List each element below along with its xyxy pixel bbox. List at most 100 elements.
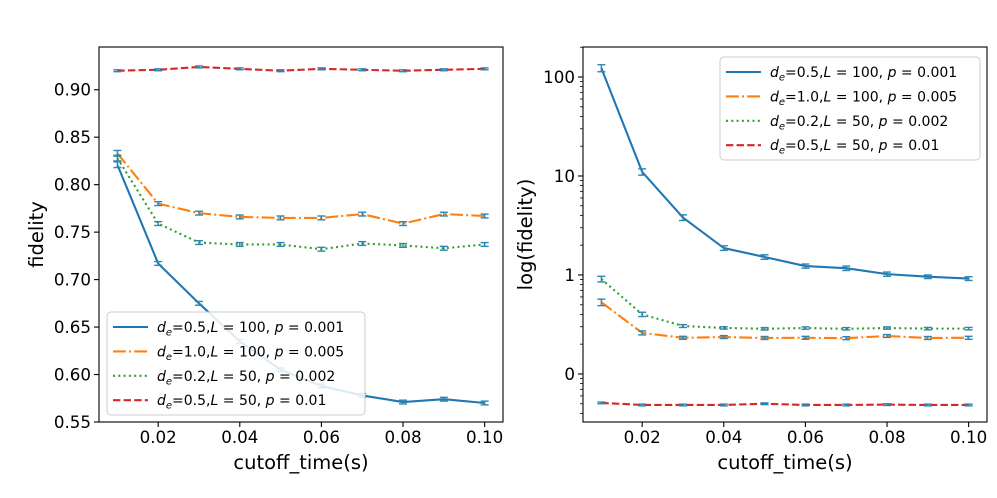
legend-label-part: = 0.005 <box>896 89 957 105</box>
x-tick-label: 0.10 <box>466 427 503 447</box>
error-bar <box>842 403 851 407</box>
legend-label-part: p <box>887 89 897 105</box>
error-bar <box>480 400 489 406</box>
error-bar <box>597 401 606 405</box>
x-tick-label: 0.08 <box>868 427 905 447</box>
series-line-3 <box>601 401 969 407</box>
x-tick-label: 0.08 <box>384 427 421 447</box>
x-tick-label: 0.06 <box>303 427 340 447</box>
legend-item: de=0.5,L = 50, p = 0.01 <box>113 393 326 412</box>
legend-label-part: = 100, <box>831 89 887 105</box>
error-bar <box>719 245 728 252</box>
y-axis: 0.55 0.60 0.65 0.70 0.75 0.80 0.85 0.90 <box>54 80 99 432</box>
y-tick-label: 0.90 <box>54 80 91 100</box>
error-bar <box>399 242 408 249</box>
error-bar <box>480 241 489 248</box>
x-tick-label: 0.04 <box>221 427 258 447</box>
legend-label-part: e <box>779 121 785 132</box>
error-bar <box>276 69 285 73</box>
error-bar <box>194 65 203 69</box>
legend-label-part: d <box>770 89 779 105</box>
legend-label-part: L <box>824 114 832 130</box>
error-bar <box>235 241 244 248</box>
error-bar <box>439 211 448 217</box>
series-line-1 <box>600 301 969 340</box>
error-bar <box>638 330 647 336</box>
error-bar <box>760 335 769 341</box>
error-bar <box>678 335 687 340</box>
error-bar <box>883 326 892 330</box>
legend-label-part: e <box>166 328 172 339</box>
legend-item: de=1.0,L = 100, p = 0.005 <box>113 344 344 363</box>
legend-label-part: = 0.002 <box>275 369 336 385</box>
legend-label-part: e <box>166 352 172 363</box>
x-tick-label: 0.02 <box>140 427 177 447</box>
series-line-1 <box>116 152 485 225</box>
y-axis-label: log(fidelity) <box>514 179 537 291</box>
error-bar <box>399 220 408 227</box>
error-bar <box>923 403 932 407</box>
legend-label-part: d <box>770 138 779 154</box>
error-bar <box>317 67 326 71</box>
legend-item: de=0.5,L = 100, p = 0.001 <box>726 65 957 84</box>
legend-label-part: = 0.002 <box>888 114 949 130</box>
error-bar <box>597 275 606 283</box>
legend-label-part: L <box>824 89 832 105</box>
error-bar <box>883 271 892 277</box>
y-tick-label: 0.70 <box>54 270 91 290</box>
x-tick-label: 0.06 <box>787 427 824 447</box>
x-tick-label: 0.02 <box>624 427 661 447</box>
legend-label-part: d <box>770 65 779 81</box>
legend-label-part: L <box>211 393 219 409</box>
x-axis: 0.02 0.04 0.06 0.08 0.10 <box>624 422 987 447</box>
error-bar <box>883 333 892 339</box>
legend-label-part: = 50, <box>831 114 878 130</box>
y-tick-label: 0.80 <box>54 175 91 195</box>
error-bar <box>358 240 367 247</box>
legend-label-part: e <box>166 376 172 387</box>
x-tick-label: 0.10 <box>950 427 987 447</box>
error-bar <box>923 335 932 341</box>
legend-label-part: p <box>265 393 275 409</box>
error-bar <box>923 274 932 280</box>
legend-label-part: e <box>166 401 172 412</box>
y-axis-label: fidelity <box>25 201 48 268</box>
series-line-2 <box>600 278 969 330</box>
legend-label: de=0.2,L = 50, p = 0.002 <box>770 114 948 133</box>
error-bar <box>719 326 728 330</box>
error-bar <box>760 254 769 260</box>
y-tick-label: 100 <box>543 67 575 87</box>
legend-label-part: p <box>274 320 284 336</box>
y-tick-label: 0 <box>564 364 575 384</box>
x-axis: 0.02 0.04 0.06 0.08 0.10 <box>140 422 503 447</box>
legend-item: de=0.2,L = 50, p = 0.002 <box>113 369 336 387</box>
legend-label-part: = 0.01 <box>888 138 940 154</box>
error-bar <box>154 220 163 227</box>
error-bar <box>719 403 728 407</box>
error-bar <box>801 263 810 269</box>
legend-label-part: L <box>211 320 219 336</box>
error-bar <box>883 403 892 407</box>
legend-label: de=1.0,L = 100, p = 0.005 <box>157 344 344 363</box>
error-bar <box>964 326 973 331</box>
error-bar <box>439 396 448 402</box>
legend-label-part: =0.5, <box>172 393 210 409</box>
legend-label-part: p <box>887 65 897 81</box>
legend-label-part: p <box>265 369 275 385</box>
error-bar <box>276 215 285 221</box>
legend-box <box>106 311 366 416</box>
legend-label-part: =1.0, <box>785 89 823 105</box>
error-bar <box>113 161 122 169</box>
legend-label-part: d <box>157 344 166 360</box>
error-bar <box>964 335 973 340</box>
series-line-0 <box>600 67 969 280</box>
right-chart: 0.02 0.04 0.06 0.08 0.10 0 1 10 100 cutoff_time(s… <box>514 46 988 474</box>
left-chart: 0.02 0.04 0.06 0.08 0.10 0.55 0.60 0.65 0.70 0.75… <box>25 46 504 474</box>
error-bar <box>113 69 122 73</box>
legend-item: de=0.5,L = 50, p = 0.01 <box>726 138 939 157</box>
axes-frame <box>98 46 504 423</box>
error-bar <box>480 67 489 71</box>
legend-label-part: = 50, <box>218 369 265 385</box>
legend-label-part: d <box>157 369 166 385</box>
